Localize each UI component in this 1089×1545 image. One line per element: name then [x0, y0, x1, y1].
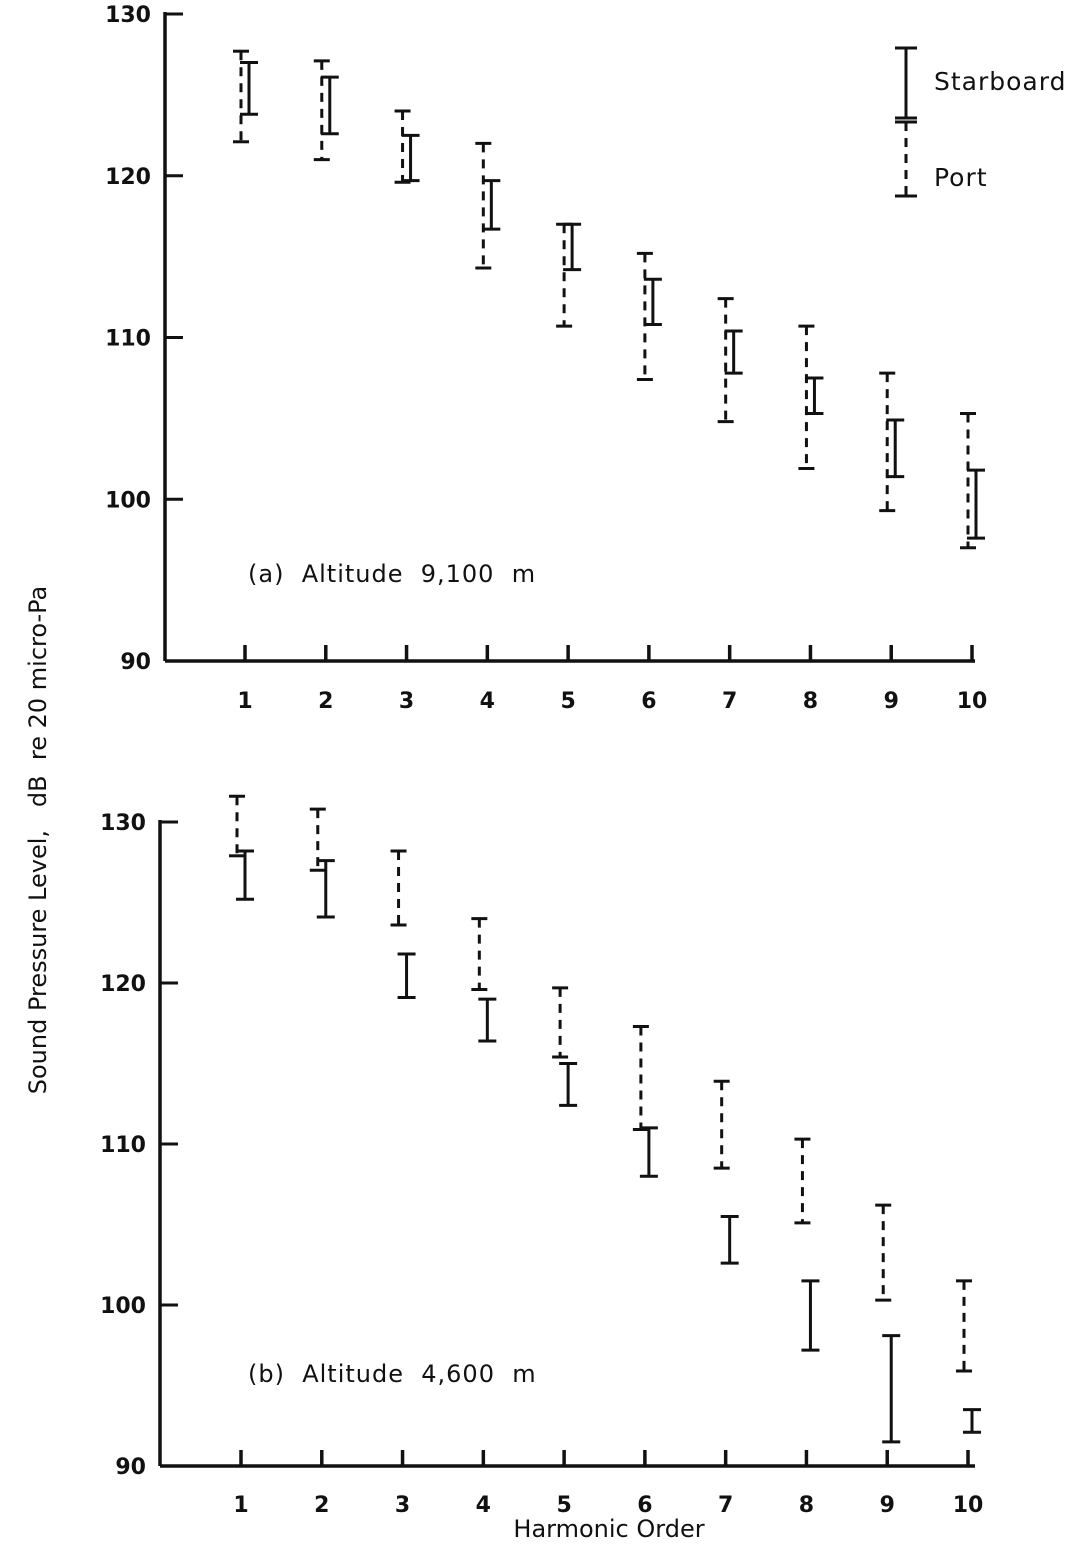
- panel-b-y-tick-label: 130: [100, 811, 146, 836]
- panel-a-starboard-errorbar-10: [967, 468, 985, 540]
- panel-b-x-tick-label: 10: [953, 1493, 984, 1518]
- panel-b-altitude-4600: 90 100 110 120 130 1 2 3 4 5 6 7 8 9 10 (b) Altitude 4,…: [100, 794, 984, 1518]
- panel-a-starboard-errorbar-2: [320, 75, 339, 136]
- panel-b-port-errorbar-5: [552, 986, 569, 1059]
- panel-b-y-tick-label: 100: [100, 1294, 146, 1319]
- panel-b-label: (b) Altitude 4,600 m: [248, 1360, 537, 1388]
- panel-a-y-tick-label: 110: [105, 327, 151, 352]
- panel-b-port-errorbar-10: [956, 1279, 972, 1373]
- panel-b-x-tick-label: 7: [718, 1493, 733, 1518]
- legend-port-label: Port: [934, 163, 988, 192]
- panel-a-port-errorbar-5: [556, 222, 573, 328]
- panel-b-starboard-errorbar-3: [397, 952, 416, 999]
- panel-a-starboard-errorbar-5: [563, 222, 582, 272]
- panel-b-port-errorbar-4: [471, 917, 488, 991]
- panel-b-starboard-errorbar-4: [478, 997, 497, 1043]
- panel-a-starboard-errorbar-6: [643, 277, 662, 327]
- panel-b-x-tick-label: 6: [637, 1493, 652, 1518]
- panel-a-starboard-errorbar-3: [401, 133, 420, 183]
- panel-b-x-tick-label: 1: [233, 1493, 248, 1518]
- panel-a-port-errorbar-4: [475, 141, 492, 270]
- panel-b-starboard-errorbar-1: [236, 849, 254, 901]
- panel-a-y-tick-label: 90: [120, 650, 151, 675]
- legend: Starboard Port: [895, 46, 1066, 198]
- y-axis-title: Sound Pressure Level, dB re 20 micro-Pa: [24, 586, 52, 1095]
- panel-b-starboard-errorbar-6: [639, 1126, 658, 1178]
- panel-a-starboard-errorbar-1: [240, 61, 258, 116]
- panel-b-x-tick-label: 2: [314, 1493, 329, 1518]
- legend-starboard-label: Starboard: [934, 67, 1066, 96]
- panel-b-port-errorbar-6: [632, 1024, 649, 1132]
- panel-a-x-tick-label: 8: [803, 689, 818, 714]
- panel-b-starboard-errorbar-8: [801, 1279, 820, 1352]
- panel-b-starboard-errorbar-9: [882, 1334, 901, 1444]
- panel-a-starboard-errorbar-8: [805, 376, 824, 416]
- panel-a-y-tick-label: 120: [105, 165, 151, 190]
- panel-b-y-tick-label: 90: [115, 1455, 146, 1480]
- panel-a-port-errorbar-3: [394, 109, 411, 184]
- panel-a-x-tick-label: 6: [641, 689, 656, 714]
- panel-a-x-tick-label: 1: [237, 689, 252, 714]
- legend-entry-starboard: Starboard: [895, 46, 1066, 120]
- panel-b-x-tick-label: 4: [476, 1493, 491, 1518]
- panel-a-starboard-errorbar-9: [886, 418, 905, 479]
- panel-b-port-errorbar-7: [713, 1079, 730, 1170]
- panel-a-x-tick-label: 5: [560, 689, 575, 714]
- panel-b-port-errorbar-9: [875, 1203, 892, 1302]
- panel-a-port-errorbar-1: [233, 49, 249, 144]
- panel-a-port-errorbar-7: [717, 297, 734, 424]
- panel-a-starboard-errorbar-4: [482, 179, 501, 231]
- panel-a-port-errorbar-10: [960, 412, 976, 550]
- legend-entry-port: Port: [895, 120, 988, 198]
- panel-b-y-tick-label: 110: [100, 1133, 146, 1158]
- panel-a-label: (a) Altitude 9,100 m: [248, 560, 536, 588]
- panel-a-x-tick-label: 3: [399, 689, 414, 714]
- x-axis-title: Harmonic Order: [513, 1515, 704, 1543]
- panel-a-x-tick-label: 2: [318, 689, 333, 714]
- panel-a-x-tick-label: 4: [480, 689, 495, 714]
- panel-a-starboard-errorbar-7: [724, 329, 743, 375]
- panel-b-port-errorbar-8: [794, 1137, 811, 1225]
- panel-b-port-errorbar-2: [309, 807, 326, 872]
- panel-b-starboard-errorbar-10: [963, 1408, 981, 1434]
- panel-b-port-errorbar-1: [229, 794, 245, 858]
- panel-b-x-tick-label: 9: [880, 1493, 895, 1518]
- panel-b-x-tick-label: 8: [799, 1493, 814, 1518]
- panel-b-y-tick-label: 120: [100, 972, 146, 997]
- panel-a-x-tick-label: 9: [884, 689, 899, 714]
- panel-b-x-tick-label: 5: [556, 1493, 571, 1518]
- panel-a-altitude-9100: 90 100 110 120 130 1 2 3 4 5 6 7 8 9 10 (a) Altitude 9,…: [105, 3, 987, 714]
- panel-b-starboard-errorbar-5: [559, 1062, 578, 1107]
- panel-b-port-errorbar-3: [390, 849, 407, 927]
- panel-a-y-tick-label: 100: [105, 488, 151, 513]
- panel-a-x-tick-label: 7: [722, 689, 737, 714]
- panel-b-starboard-errorbar-7: [720, 1214, 739, 1265]
- panel-b-x-tick-label: 3: [395, 1493, 410, 1518]
- panel-a-port-errorbar-6: [636, 251, 653, 382]
- panel-a-port-errorbar-8: [798, 324, 815, 471]
- panel-a-port-errorbar-9: [879, 371, 896, 513]
- panel-a-y-tick-label: 130: [105, 3, 151, 28]
- panel-a-x-tick-label: 10: [957, 689, 988, 714]
- panel-a-port-errorbar-2: [313, 59, 330, 162]
